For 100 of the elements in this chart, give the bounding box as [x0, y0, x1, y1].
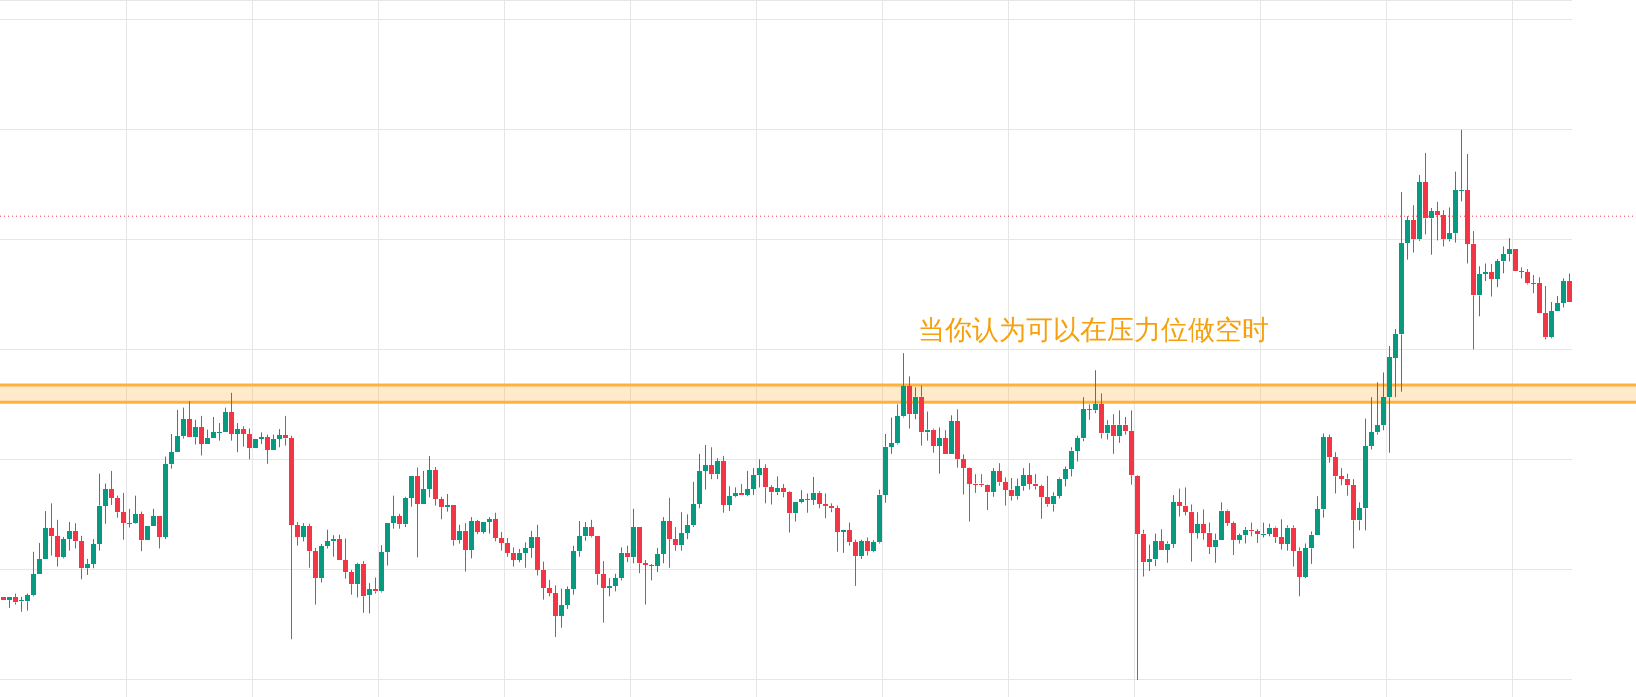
candlestick	[325, 529, 330, 549]
candlestick	[457, 524, 462, 545]
candlestick	[505, 537, 510, 558]
candlestick	[367, 582, 372, 614]
candlestick	[565, 585, 570, 610]
candlestick	[451, 505, 456, 547]
candlestick	[523, 541, 528, 569]
candlestick	[1327, 434, 1332, 464]
candlestick	[1471, 230, 1476, 350]
candlestick	[1447, 206, 1452, 242]
candlestick	[829, 502, 834, 513]
candlestick	[1099, 392, 1104, 439]
candlestick	[1087, 403, 1092, 421]
candlestick	[715, 457, 720, 480]
candlestick	[619, 546, 624, 581]
candlestick	[847, 522, 852, 547]
candlestick	[1351, 478, 1356, 549]
candlestick	[235, 422, 240, 453]
candlestick	[271, 434, 276, 450]
candlestick	[1489, 263, 1494, 298]
candlestick	[139, 511, 144, 552]
candlestick	[199, 415, 204, 456]
candlestick	[1153, 533, 1158, 567]
candlestick	[1249, 522, 1254, 537]
candlestick	[1357, 501, 1362, 531]
candlestick	[409, 476, 414, 508]
candlestick	[937, 426, 942, 475]
candlestick	[385, 523, 390, 567]
candlestick	[607, 577, 612, 597]
candlestick	[1291, 524, 1296, 568]
candlestick	[703, 444, 708, 491]
candlestick	[1555, 295, 1560, 311]
candlestick	[1339, 467, 1344, 486]
candlestick	[1219, 501, 1224, 540]
candlestick	[769, 484, 774, 505]
candlestick	[739, 483, 744, 495]
candlestick	[49, 502, 54, 557]
candlestick	[1381, 371, 1386, 431]
candlestick	[1129, 409, 1134, 486]
candlestick	[301, 522, 306, 542]
candlestick	[37, 542, 42, 574]
candlestick	[535, 524, 540, 576]
candlestick	[859, 539, 864, 560]
candlestick	[1375, 381, 1380, 436]
candlestick	[1501, 245, 1506, 274]
candlestick	[1315, 495, 1320, 535]
candlestick	[667, 497, 672, 569]
candlestick	[883, 433, 888, 504]
candlestick	[277, 428, 282, 448]
candlestick	[913, 386, 918, 420]
candlestick	[97, 473, 102, 552]
candlestick	[919, 385, 924, 447]
candlestick	[781, 483, 786, 498]
candlestick	[43, 510, 48, 559]
candlestick	[511, 546, 516, 568]
candlestick	[583, 521, 588, 542]
candlestick	[67, 521, 72, 552]
candlestick	[223, 407, 228, 432]
candlestick	[1009, 477, 1014, 502]
candlestick	[247, 428, 252, 460]
candlestick	[517, 548, 522, 563]
candlestick	[1399, 191, 1404, 393]
candlestick	[1081, 396, 1086, 442]
candlestick	[115, 495, 120, 519]
candlestick	[1141, 529, 1146, 578]
candlestick	[1027, 462, 1032, 491]
candlestick	[1477, 265, 1482, 317]
candlestick	[823, 492, 828, 519]
candlestick	[967, 468, 972, 523]
candlestick	[949, 414, 954, 454]
candlestick	[73, 522, 78, 549]
candlestick	[1189, 503, 1194, 563]
candlestick	[1231, 521, 1236, 556]
candlestick	[487, 516, 492, 535]
candlestick	[775, 475, 780, 496]
candlestick	[637, 527, 642, 574]
candlestick	[907, 375, 912, 430]
candlestick	[1567, 272, 1572, 302]
candlestick	[1285, 524, 1290, 552]
candlestick	[1051, 491, 1056, 513]
candlestick	[181, 407, 186, 439]
candlestick	[727, 485, 732, 512]
candlestick	[1363, 418, 1368, 531]
candlestick	[1261, 522, 1266, 538]
candlestick	[1255, 528, 1260, 544]
candlestick	[1405, 215, 1410, 261]
candlestick	[109, 470, 114, 506]
candlestick	[811, 476, 816, 506]
candlestick	[121, 492, 126, 541]
candlestick	[541, 561, 546, 601]
candlestick	[289, 435, 294, 640]
candlestick	[175, 409, 180, 452]
candlestick	[133, 495, 138, 523]
candlestick	[169, 433, 174, 470]
candlestick	[1021, 467, 1026, 492]
candlestick	[319, 543, 324, 584]
candlestick	[1063, 466, 1068, 487]
candlestick	[1111, 413, 1116, 455]
candlestick	[613, 573, 618, 592]
candlestick	[427, 455, 432, 498]
